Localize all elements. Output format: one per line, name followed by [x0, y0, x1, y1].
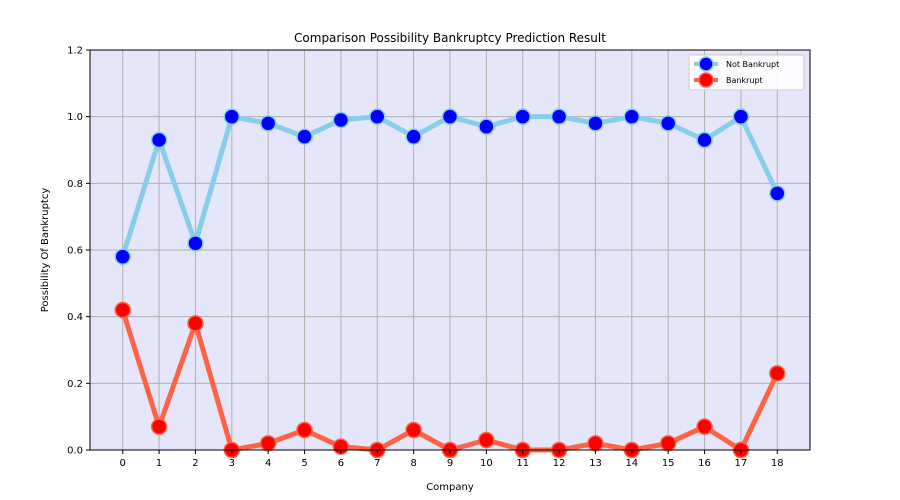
x-tick-label: 4 — [265, 458, 271, 469]
data-point-bankrupt — [150, 418, 168, 435]
x-tick-label: 13 — [589, 458, 602, 469]
data-point-bankrupt — [296, 421, 313, 439]
x-tick-label: 18 — [771, 458, 784, 469]
x-tick-label: 16 — [698, 458, 711, 469]
data-point-not-bankrupt — [550, 108, 568, 125]
x-tick-label: 3 — [229, 458, 235, 469]
x-tick-label: 0 — [120, 458, 126, 469]
legend-marker-bankrupt — [698, 72, 714, 88]
chart-title: Comparison Possibility Bankruptcy Predic… — [294, 31, 606, 45]
data-point-not-bankrupt — [441, 108, 459, 125]
x-tick-label: 15 — [662, 458, 675, 469]
data-point-not-bankrupt — [332, 111, 350, 129]
data-point-not-bankrupt — [150, 131, 168, 149]
data-point-not-bankrupt — [514, 108, 531, 125]
data-point-not-bankrupt — [114, 248, 131, 265]
data-point-not-bankrupt — [259, 115, 277, 132]
y-tick-label: 0.0 — [67, 446, 83, 457]
y-tick-label: 0.6 — [67, 246, 83, 257]
x-tick-label: 9 — [447, 458, 453, 469]
x-tick-label: 7 — [374, 458, 380, 469]
y-tick-label: 0.4 — [67, 312, 83, 323]
x-tick-label: 11 — [516, 458, 529, 469]
data-point-bankrupt — [659, 435, 677, 452]
data-point-not-bankrupt — [369, 108, 386, 125]
x-tick-label: 8 — [410, 458, 416, 469]
data-point-bankrupt — [405, 421, 422, 439]
legend: Not Bankrupt Bankrupt — [688, 54, 805, 91]
data-point-not-bankrupt — [587, 115, 604, 132]
y-tick-label: 0.8 — [67, 179, 83, 190]
data-point-bankrupt — [478, 431, 495, 449]
data-point-not-bankrupt — [478, 118, 495, 135]
legend-marker-not-bankrupt — [698, 56, 714, 72]
data-point-not-bankrupt — [405, 128, 422, 145]
y-tick-label: 1.2 — [67, 46, 83, 57]
y-axis-ticks: 0.0 0.2 0.4 0.6 0.8 1.0 1.2 — [67, 46, 90, 457]
x-tick-label: 2 — [192, 458, 198, 469]
data-point-not-bankrupt — [659, 115, 677, 132]
data-point-not-bankrupt — [769, 185, 786, 202]
data-point-bankrupt — [187, 315, 204, 332]
x-axis-ticks: 0 1 2 3 4 5 6 7 8 9 10 11 12 13 14 15 16 17 18 — [120, 450, 784, 469]
y-tick-label: 1.0 — [67, 112, 83, 123]
y-axis-label: Possibility Of Bankruptcy — [40, 188, 51, 313]
x-tick-label: 17 — [735, 458, 748, 469]
legend-label-not-bankrupt: Not Bankrupt — [726, 60, 779, 69]
x-tick-label: 12 — [553, 458, 566, 469]
x-tick-label: 14 — [625, 458, 638, 469]
data-point-not-bankrupt — [732, 108, 750, 125]
series-not-bankrupt — [114, 108, 786, 265]
y-tick-label: 0.2 — [67, 379, 83, 390]
x-tick-label: 1 — [156, 458, 162, 469]
x-tick-label: 10 — [480, 458, 493, 469]
data-point-not-bankrupt — [187, 235, 204, 252]
data-point-not-bankrupt — [696, 131, 713, 149]
x-tick-label: 6 — [338, 458, 344, 469]
x-tick-label: 5 — [301, 458, 307, 469]
data-point-bankrupt — [769, 365, 786, 382]
data-point-not-bankrupt — [223, 108, 241, 125]
data-point-bankrupt — [114, 301, 131, 319]
data-point-not-bankrupt — [623, 108, 641, 125]
data-point-bankrupt — [696, 418, 713, 435]
data-point-bankrupt — [259, 435, 277, 452]
x-axis-label: Company — [426, 482, 474, 493]
data-point-bankrupt — [587, 435, 604, 452]
legend-label-bankrupt: Bankrupt — [726, 76, 763, 85]
data-point-not-bankrupt — [296, 128, 313, 145]
